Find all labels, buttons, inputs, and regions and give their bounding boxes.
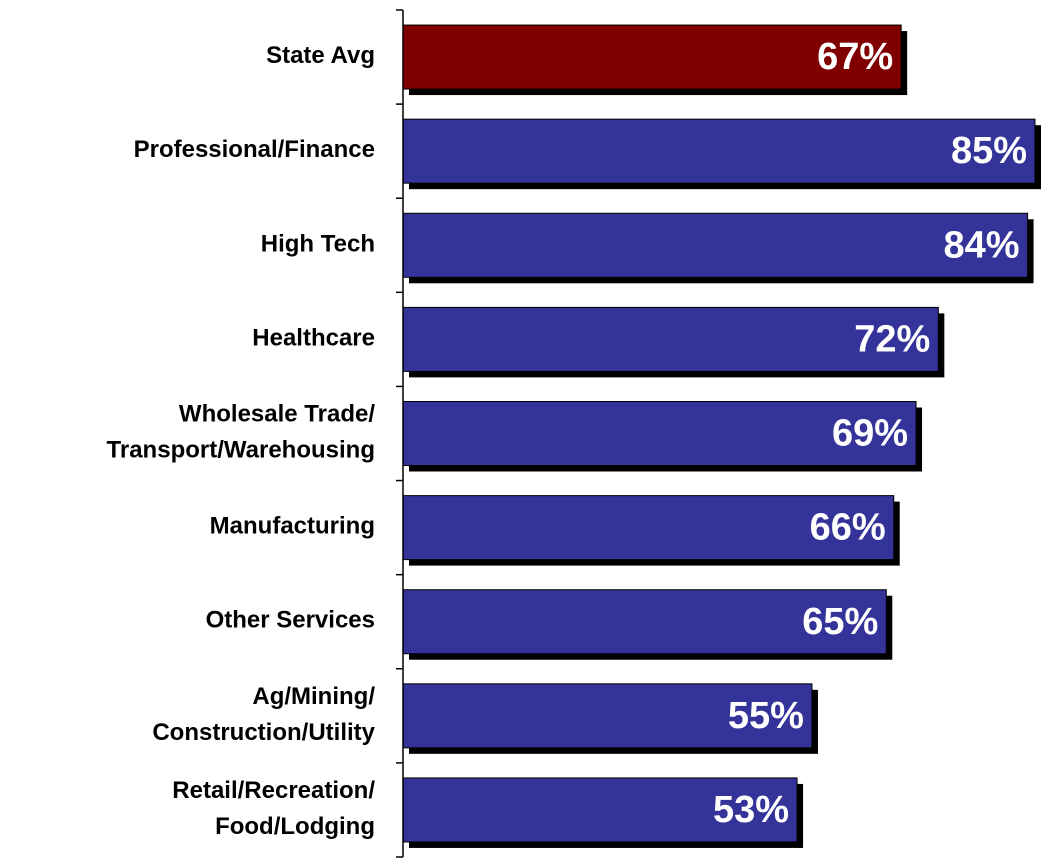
category-label-line: Food/Lodging <box>215 813 375 840</box>
bar <box>402 306 939 372</box>
category-label: State Avg <box>266 42 375 69</box>
category-label: Wholesale Trade/Transport/Warehousing <box>107 401 376 464</box>
value-label: 66% <box>810 507 886 549</box>
category-label: Ag/Mining/Construction/Utility <box>152 683 375 746</box>
category-label: Healthcare <box>252 325 375 352</box>
category-label: Professional/Finance <box>134 137 375 164</box>
value-label: 67% <box>817 36 893 78</box>
value-label: 85% <box>951 130 1027 172</box>
category-label: Retail/Recreation/Food/Lodging <box>172 777 375 840</box>
bar <box>402 683 813 749</box>
bar <box>402 589 887 655</box>
value-label: 53% <box>713 789 789 831</box>
bar <box>402 495 895 561</box>
category-label: High Tech <box>261 231 375 258</box>
category-label: Manufacturing <box>210 513 375 540</box>
value-label: 69% <box>832 413 908 455</box>
bar <box>402 24 902 90</box>
value-label: 84% <box>944 224 1020 266</box>
category-label-line: Professional/Finance <box>134 137 375 164</box>
category-label: Other Services <box>206 607 375 634</box>
category-label-line: Construction/Utility <box>152 719 375 746</box>
category-label-line: Manufacturing <box>210 513 375 540</box>
value-label: 65% <box>802 601 878 643</box>
category-label-line: Wholesale Trade/ <box>179 401 375 428</box>
category-label-line: Ag/Mining/ <box>252 683 375 710</box>
category-label-line: Transport/Warehousing <box>107 437 375 464</box>
category-label-line: Other Services <box>206 607 375 634</box>
category-label-line: High Tech <box>261 231 375 258</box>
bar <box>402 118 1036 184</box>
value-label: 72% <box>854 318 930 360</box>
category-label-line: State Avg <box>266 42 375 69</box>
category-label-line: Retail/Recreation/ <box>172 777 375 804</box>
value-label: 55% <box>728 695 804 737</box>
category-label-line: Healthcare <box>252 325 375 352</box>
bar <box>402 212 1029 278</box>
bar <box>402 401 917 466</box>
